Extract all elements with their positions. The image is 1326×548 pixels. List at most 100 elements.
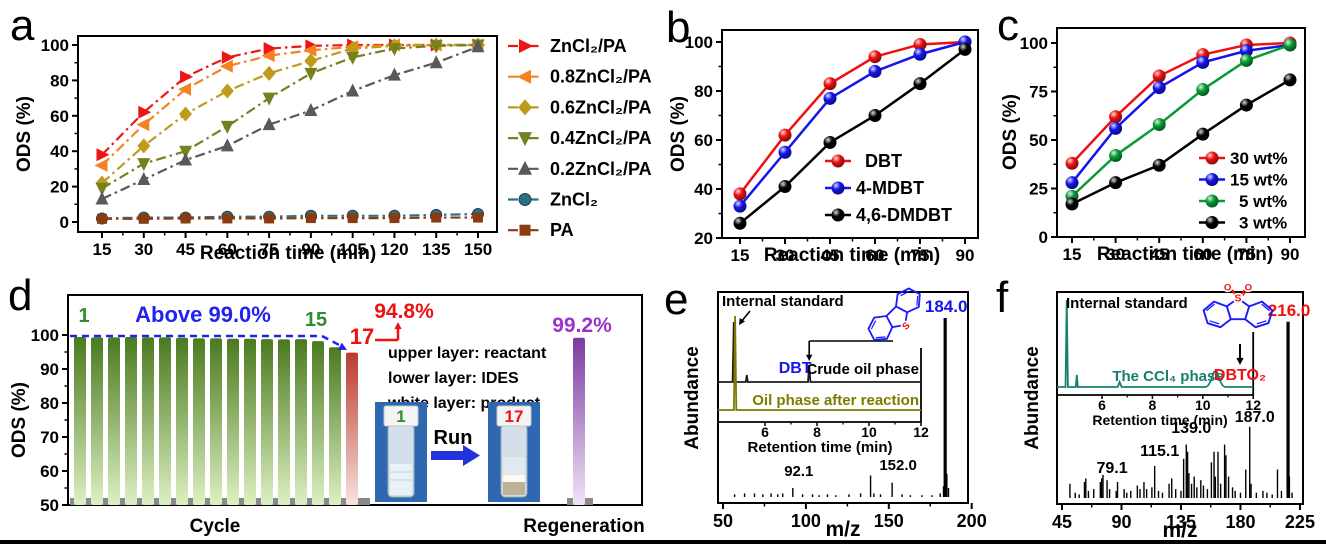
vial-label: 1 bbox=[396, 407, 405, 426]
x-label-regeneration: Regeneration bbox=[523, 516, 644, 537]
data-point bbox=[1152, 81, 1166, 95]
data-point bbox=[518, 132, 532, 147]
inset-tick-label: 6 bbox=[761, 424, 769, 440]
y-tick-label: 100 bbox=[31, 326, 59, 345]
layer-note: lower layer: IDES bbox=[388, 370, 519, 387]
data-point bbox=[913, 47, 927, 61]
panel-e-dbt-mass-spectrum: 50 100 150 200 m/z Abundance 92.1 152.0 184.0 6 8 1… bbox=[660, 270, 990, 548]
y-axis-title: ODS (%) bbox=[14, 96, 35, 172]
data-point bbox=[1152, 158, 1166, 172]
arrowhead bbox=[806, 354, 813, 361]
legend-entry-15 wt%: 15 wt% bbox=[1199, 171, 1288, 190]
vial-label: 17 bbox=[505, 407, 524, 426]
internal-standard-label: Internal standard bbox=[722, 293, 844, 310]
chromatogram-trace bbox=[718, 315, 921, 411]
series-4-MDBT bbox=[733, 35, 972, 213]
chart-b-svg: 15 30 45 60 75 90 20 40 60 80 100 Reaction time (mi… bbox=[668, 29, 979, 266]
x-tick-label: 90 bbox=[1111, 512, 1131, 532]
arrowhead bbox=[739, 318, 746, 325]
x-tick-label: 30 bbox=[134, 240, 153, 259]
cycle-bar bbox=[329, 347, 341, 505]
data-point bbox=[346, 51, 360, 65]
double-bond bbox=[900, 290, 910, 297]
x-tick-label: 45 bbox=[821, 246, 840, 265]
inset-tick-label: 10 bbox=[1195, 397, 1211, 413]
inset-x-axis-title: Retention time (min) bbox=[1092, 412, 1227, 428]
x-tick-label: 225 bbox=[1285, 512, 1315, 532]
data-point bbox=[347, 213, 358, 224]
chromatogram-trace bbox=[718, 321, 921, 383]
data-point bbox=[868, 109, 882, 122]
data-point bbox=[1109, 110, 1123, 124]
data-point bbox=[519, 39, 533, 53]
data-point bbox=[519, 224, 531, 236]
y-tick-label: 100 bbox=[685, 33, 713, 52]
data-point bbox=[137, 138, 151, 154]
data-point bbox=[1283, 38, 1297, 52]
data-point bbox=[389, 213, 400, 224]
data-point bbox=[136, 118, 150, 132]
atom-s: S bbox=[900, 320, 913, 333]
y-tick-label: 20 bbox=[694, 229, 713, 248]
series-0.2ZnCl₂/PA bbox=[95, 39, 485, 205]
legend-label: 30 wt% bbox=[1230, 149, 1288, 168]
y-axis-title: Abundance bbox=[682, 346, 703, 449]
cycle-bar bbox=[312, 341, 324, 505]
x-tick-label: 75 bbox=[911, 246, 930, 265]
data-point bbox=[733, 187, 747, 201]
inset-x-axis-title: Retention time (min) bbox=[748, 439, 893, 456]
data-point bbox=[1205, 173, 1219, 186]
x-tick-label: 135 bbox=[1166, 512, 1196, 532]
cycle-bar bbox=[176, 337, 188, 505]
data-point bbox=[473, 212, 483, 223]
data-point bbox=[517, 69, 531, 84]
data-point bbox=[429, 40, 443, 54]
dbt-molecule-icon: S bbox=[867, 287, 921, 341]
plot-frame bbox=[721, 29, 979, 239]
x-tick-label: 100 bbox=[791, 511, 821, 531]
data-point bbox=[1152, 69, 1166, 83]
y-axis-title: ODS (%) bbox=[668, 96, 689, 172]
internal-standard-label: Internal standard bbox=[1066, 295, 1188, 312]
data-point bbox=[179, 145, 193, 159]
legend-entry-0.6ZnCl₂/PA: 0.6ZnCl₂/PA bbox=[508, 97, 652, 117]
legend-label: 3 wt% bbox=[1239, 214, 1287, 233]
data-point bbox=[823, 135, 837, 149]
data-point bbox=[179, 106, 193, 122]
double-bond bbox=[1205, 303, 1215, 312]
cycle-bar bbox=[159, 337, 171, 505]
peak-label: 139.0 bbox=[1171, 420, 1211, 437]
data-point bbox=[778, 128, 792, 142]
data-point bbox=[220, 83, 234, 99]
data-point bbox=[96, 148, 110, 162]
data-point bbox=[304, 67, 318, 81]
data-point bbox=[429, 55, 443, 69]
panel-b-substrates: 15 30 45 60 75 90 20 40 60 80 100 Reaction time (mi… bbox=[660, 0, 990, 275]
data-point bbox=[1196, 83, 1210, 97]
x-tick-label: 150 bbox=[464, 240, 492, 259]
panel-letter-a: a bbox=[10, 1, 35, 50]
cycle-bar bbox=[278, 339, 290, 505]
legend-entry-0.2ZnCl₂/PA: 0.2ZnCl₂/PA bbox=[508, 159, 652, 179]
peak-label: 115.1 bbox=[1140, 443, 1179, 460]
atom-s: S bbox=[1235, 294, 1242, 305]
data-point bbox=[518, 160, 532, 175]
y-tick-label: 0 bbox=[60, 213, 69, 232]
x-tick-label: 135 bbox=[422, 240, 450, 259]
data-point bbox=[1239, 98, 1253, 112]
x-tick-label: 75 bbox=[1237, 245, 1256, 264]
y-tick-label: 80 bbox=[50, 71, 69, 90]
double-bond bbox=[1209, 320, 1220, 325]
vial-photo-17: 17 bbox=[488, 402, 540, 502]
data-point bbox=[95, 182, 109, 196]
data-point bbox=[387, 67, 401, 81]
cycle-bar bbox=[74, 337, 86, 505]
legend-entry-5 wt%: 5 wt% bbox=[1199, 192, 1287, 211]
data-point bbox=[1239, 53, 1253, 67]
data-point bbox=[220, 120, 234, 134]
x-axis-title: m/z bbox=[1162, 519, 1197, 542]
series-4,6-DMDBT bbox=[733, 42, 972, 230]
y-tick-label: 0 bbox=[1039, 228, 1048, 247]
atom-o: O bbox=[1224, 282, 1232, 293]
